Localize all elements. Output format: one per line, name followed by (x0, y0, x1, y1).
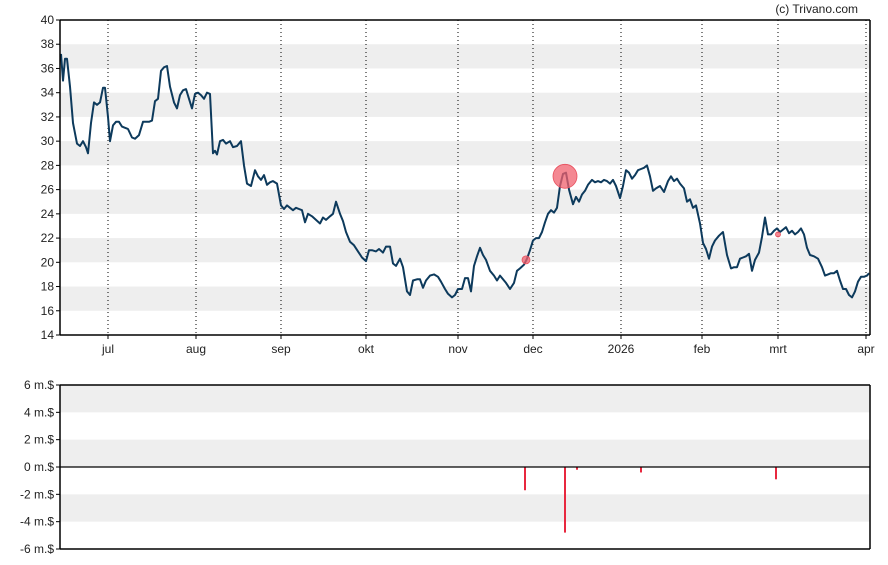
y-tick-label: 16 (41, 304, 55, 318)
volume-bar (524, 467, 526, 491)
price-markers (521, 163, 781, 265)
trade-marker (552, 163, 578, 189)
y-tick-label: -2 m.$ (20, 487, 54, 501)
y-tick-label: 20 (41, 255, 55, 269)
y-tick-label: 2 m.$ (24, 433, 54, 447)
y-tick-label: 4 m.$ (24, 405, 54, 419)
price-x-axis-ticks: jul aug sep okt nov dec 2026 feb mrt apr (101, 335, 875, 356)
price-vertical-gridlines (107, 20, 867, 335)
volume-band (60, 385, 870, 413)
price-bands (60, 44, 870, 311)
y-tick-label: 14 (41, 328, 55, 342)
price-band (60, 141, 870, 166)
x-tick-label: nov (448, 342, 467, 356)
price-chart: 14 16 18 20 22 24 26 28 30 32 34 36 38 40 jul aug sep ok… (41, 13, 875, 356)
y-tick-label: 30 (41, 134, 55, 148)
volume-bars (524, 467, 777, 533)
y-tick-label: 38 (41, 37, 55, 51)
trade-marker (521, 255, 531, 265)
volume-bands (60, 385, 870, 522)
price-band (60, 189, 870, 214)
y-tick-label: 18 (41, 280, 55, 294)
price-axes (59, 19, 871, 336)
volume-bar (775, 467, 777, 480)
x-tick-label: mrt (769, 342, 787, 356)
volume-band (60, 439, 870, 467)
x-tick-label: dec (523, 342, 542, 356)
x-tick-label: jul (101, 342, 114, 356)
x-tick-label: sep (271, 342, 291, 356)
y-tick-label: 36 (41, 61, 55, 75)
price-band (60, 238, 870, 263)
y-tick-label: 26 (41, 183, 55, 197)
price-y-axis-ticks: 14 16 18 20 22 24 26 28 30 32 34 36 38 40 (41, 13, 60, 342)
y-tick-label: 34 (41, 86, 55, 100)
volume-band (60, 494, 870, 522)
volume-bar (564, 467, 566, 533)
y-tick-label: 22 (41, 231, 55, 245)
y-tick-label: 40 (41, 13, 55, 27)
trade-marker (775, 231, 781, 238)
y-tick-label: -4 m.$ (20, 515, 54, 529)
volume-chart: 6 m.$ 4 m.$ 2 m.$ 0 m.$ -2 m.$ -4 m.$ -6 m.$ (20, 378, 871, 556)
price-band (60, 286, 870, 311)
y-tick-label: 6 m.$ (24, 378, 54, 392)
y-tick-label: 32 (41, 110, 55, 124)
y-tick-label: 28 (41, 158, 55, 172)
y-tick-label: 0 m.$ (24, 460, 54, 474)
volume-bar (576, 467, 578, 470)
x-tick-label: okt (358, 342, 375, 356)
x-tick-label: 2026 (608, 342, 635, 356)
price-band (60, 44, 870, 69)
y-tick-label: -6 m.$ (20, 542, 54, 556)
y-tick-label: 24 (41, 207, 55, 221)
volume-bar (640, 467, 642, 473)
price-line (60, 53, 870, 299)
volume-y-axis-ticks: 6 m.$ 4 m.$ 2 m.$ 0 m.$ -2 m.$ -4 m.$ -6 m.$ (20, 378, 60, 556)
x-tick-label: apr (857, 342, 874, 356)
x-tick-label: aug (186, 342, 206, 356)
price-band (60, 92, 870, 117)
copyright-label: (c) Trivano.com (775, 2, 858, 16)
x-tick-label: feb (694, 342, 711, 356)
price-polyline (60, 53, 870, 299)
